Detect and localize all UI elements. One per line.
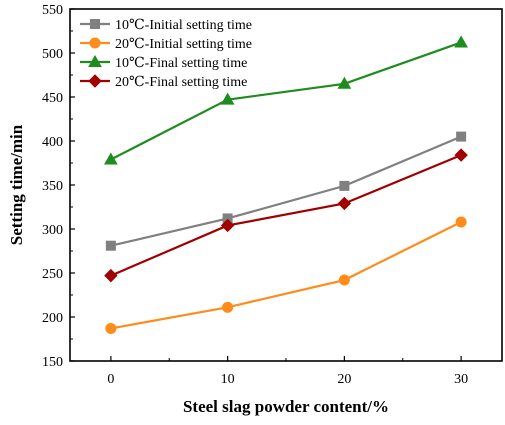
- data-point: [455, 216, 467, 228]
- series-4: [104, 148, 468, 283]
- data-point: [456, 131, 467, 142]
- series-layer: [104, 35, 468, 334]
- legend-label: 20℃-Final setting time: [115, 75, 247, 90]
- legend-label: 20℃-Initial setting time: [115, 37, 252, 52]
- data-point: [454, 148, 468, 162]
- series-line: [110, 135, 462, 247]
- series-1: [105, 131, 467, 251]
- legend-marker: [88, 54, 102, 67]
- x-tick-label: 10: [221, 372, 235, 387]
- legend-label: 10℃-Final setting time: [115, 56, 247, 71]
- series-3: [104, 35, 468, 165]
- data-point: [105, 240, 116, 251]
- y-tick-label: 250: [42, 267, 63, 282]
- data-point: [104, 268, 118, 283]
- data-point: [337, 196, 352, 211]
- legend-label: 10℃-Initial setting time: [115, 18, 252, 33]
- series-2: [105, 216, 467, 334]
- data-point: [222, 301, 234, 313]
- y-tick-label: 150: [42, 355, 63, 370]
- y-axis: 150 200 250 300 350 400 450 500 550: [42, 3, 75, 370]
- x-tick-label: 30: [454, 372, 468, 387]
- data-point: [339, 180, 350, 191]
- y-tick-label: 550: [42, 3, 63, 18]
- data-point: [454, 35, 468, 48]
- data-point: [220, 218, 235, 233]
- y-tick-label: 200: [42, 311, 63, 326]
- legend-item: 20℃-Initial setting time: [80, 37, 252, 52]
- y-tick-label: 300: [42, 223, 63, 238]
- data-point: [104, 152, 118, 165]
- data-point: [220, 92, 235, 105]
- y-axis-label: Setting time/min: [7, 124, 26, 245]
- legend: 10℃-Initial setting time 20℃-Initial sett…: [80, 18, 252, 90]
- data-point: [105, 322, 117, 334]
- legend-item: 10℃-Initial setting time: [80, 18, 252, 33]
- data-point: [337, 76, 352, 89]
- legend-item: 20℃-Final setting time: [80, 74, 247, 90]
- x-axis-label: Steel slag powder content/%: [183, 397, 389, 416]
- y-tick-label: 350: [42, 179, 63, 194]
- legend-marker: [88, 74, 102, 88]
- legend-item: 10℃-Final setting time: [80, 54, 247, 71]
- series-line: [110, 154, 462, 277]
- y-tick-label: 500: [42, 47, 63, 62]
- x-tick-label: 20: [337, 372, 351, 387]
- data-point: [338, 274, 350, 286]
- x-tick-label: 0: [107, 372, 114, 387]
- x-axis: 0 10 20 30: [107, 356, 468, 387]
- y-tick-label: 400: [42, 135, 63, 150]
- series-line: [110, 220, 462, 330]
- legend-marker: [89, 37, 101, 49]
- series-line: [110, 41, 462, 161]
- y-tick-label: 450: [42, 91, 63, 106]
- legend-marker: [90, 19, 100, 29]
